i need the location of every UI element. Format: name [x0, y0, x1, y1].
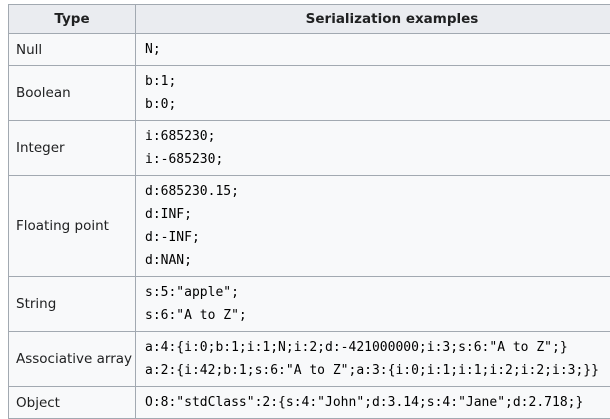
- serialization-table-wrapper: Type Serialization examples Null N; Bool…: [8, 4, 610, 419]
- type-cell: String: [9, 277, 136, 332]
- examples-cell: i:685230; i:-685230;: [136, 121, 610, 176]
- table-row-string: String s:5:"apple"; s:6:"A to Z";: [9, 277, 610, 332]
- type-cell: Floating point: [9, 176, 136, 277]
- examples-cell: d:685230.15; d:INF; d:-INF; d:NAN;: [136, 176, 610, 277]
- table-row-object: Object O:8:"stdClass":2:{s:4:"John";d:3.…: [9, 387, 610, 419]
- type-cell: Integer: [9, 121, 136, 176]
- examples-cell: s:5:"apple"; s:6:"A to Z";: [136, 277, 610, 332]
- examples-cell: O:8:"stdClass":2:{s:4:"John";d:3.14;s:4:…: [136, 387, 610, 419]
- code-example: d:INF;: [143, 206, 194, 223]
- table-row-null: Null N;: [9, 34, 610, 66]
- serialization-table: Type Serialization examples Null N; Bool…: [8, 4, 610, 419]
- code-example: a:2:{i:42;b:1;s:6:"A to Z";a:3:{i:0;i:1;…: [143, 362, 601, 379]
- type-cell: Null: [9, 34, 136, 66]
- table-row-integer: Integer i:685230; i:-685230;: [9, 121, 610, 176]
- examples-cell: b:1; b:0;: [136, 66, 610, 121]
- type-cell: Object: [9, 387, 136, 419]
- examples-cell: N;: [136, 34, 610, 66]
- code-example: s:6:"A to Z";: [143, 307, 249, 324]
- code-example: N;: [143, 41, 163, 58]
- header-serialization-examples: Serialization examples: [136, 5, 610, 34]
- code-example: i:-685230;: [143, 151, 225, 168]
- code-example: d:NAN;: [143, 252, 194, 269]
- table-header-row: Type Serialization examples: [9, 5, 610, 34]
- table-row-associative-array: Associative array a:4:{i:0;b:1;i:1;N;i:2…: [9, 332, 610, 387]
- type-cell: Boolean: [9, 66, 136, 121]
- code-example: i:685230;: [143, 128, 217, 145]
- code-example: s:5:"apple";: [143, 284, 241, 301]
- code-example: O:8:"stdClass":2:{s:4:"John";d:3.14;s:4:…: [143, 394, 585, 411]
- code-example: d:-INF;: [143, 229, 202, 246]
- table-row-floating-point: Floating point d:685230.15; d:INF; d:-IN…: [9, 176, 610, 277]
- header-type: Type: [9, 5, 136, 34]
- code-example: d:685230.15;: [143, 183, 241, 200]
- type-cell: Associative array: [9, 332, 136, 387]
- examples-cell: a:4:{i:0;b:1;i:1;N;i:2;d:-421000000;i:3;…: [136, 332, 610, 387]
- code-example: b:0;: [143, 96, 178, 113]
- code-example: b:1;: [143, 73, 178, 90]
- code-example: a:4:{i:0;b:1;i:1;N;i:2;d:-421000000;i:3;…: [143, 339, 570, 356]
- table-row-boolean: Boolean b:1; b:0;: [9, 66, 610, 121]
